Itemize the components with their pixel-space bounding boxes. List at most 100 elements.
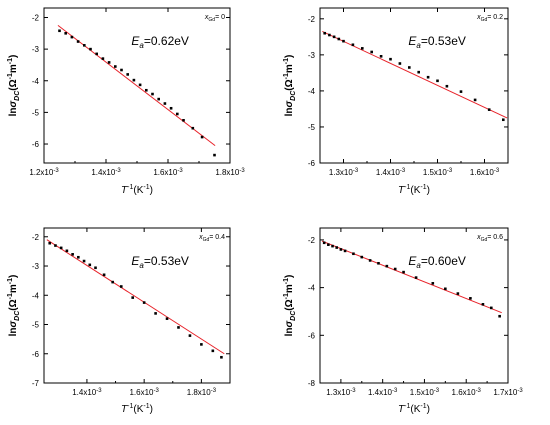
ea-value: =0.53eV — [144, 254, 189, 268]
data-point — [119, 285, 123, 288]
data-point — [213, 153, 216, 157]
xlabel-unit: (K — [133, 185, 143, 196]
data-point — [339, 248, 343, 251]
data-point — [459, 90, 463, 93]
y-tick-label: -6 — [32, 350, 40, 359]
data-point — [188, 334, 192, 337]
activation-energy-label: Ea=0.53eV — [131, 254, 189, 270]
x-axis-label: T-1(K-1) — [398, 184, 430, 196]
data-point — [191, 126, 195, 130]
data-point — [211, 349, 215, 353]
y-axis-label: lnσDC(Ω-1m-1) — [7, 275, 21, 337]
y-tick-label: -2 — [308, 15, 316, 24]
xlabel-sup: -1 — [127, 184, 133, 191]
xlabel-unit: (K — [410, 185, 420, 196]
panel-xgd-0.6: 1.3x10-3 1.4x10-3 1.5x10-3 1.6x10-3 1.7x10-3… — [283, 227, 523, 415]
ylabel-ln: ln — [8, 327, 19, 336]
xlabel-unit: (K — [133, 404, 143, 415]
x-tick-label: 1.5x10-3 — [423, 168, 453, 177]
ea-sub: a — [139, 261, 144, 270]
ea-value: =0.62eV — [144, 34, 189, 48]
y-axis-label: lnσDC(Ω-1m-1) — [283, 275, 297, 337]
xlabel-main: T — [121, 185, 128, 196]
data-point — [163, 102, 167, 105]
ylabel-ln: ln — [284, 107, 295, 116]
ylabel-ln: ln — [284, 327, 295, 336]
data-point — [131, 296, 135, 299]
data-point — [342, 39, 345, 43]
ylabel-close: ) — [8, 275, 19, 278]
data-point — [332, 35, 336, 39]
xlabel-unit: (K — [410, 404, 420, 415]
composition-x: x — [476, 234, 481, 241]
data-point — [444, 287, 447, 291]
data-point — [456, 292, 460, 295]
x-axis-label: T-1(K-1) — [398, 403, 430, 415]
xlabel-sup: -1 — [404, 403, 410, 410]
x-axis-label: T-1(K-1) — [121, 403, 153, 415]
data-point — [370, 50, 373, 54]
data-point — [417, 70, 420, 74]
data-point — [64, 32, 67, 35]
data-point — [70, 35, 74, 39]
fit-line — [321, 240, 502, 314]
data-point — [469, 297, 472, 300]
ylabel-sigma: σ — [8, 100, 19, 107]
data-point — [436, 79, 439, 83]
ylabel-unit-m: m — [8, 64, 19, 73]
data-point — [154, 312, 157, 315]
fit-line — [46, 239, 225, 355]
composition-sub: Gd — [481, 17, 488, 23]
x-tick-label: 1.7x10-3 — [493, 388, 523, 397]
y-tick-label: -2 — [308, 236, 316, 245]
data-point — [71, 253, 74, 256]
composition-sub: Gd — [203, 237, 210, 243]
y-tick-label: -4 — [32, 77, 40, 86]
data-point — [76, 40, 80, 43]
plot-frame — [319, 7, 509, 164]
data-point — [220, 355, 223, 359]
data-point — [94, 266, 97, 270]
data-point — [368, 259, 372, 262]
composition-label: xGd= 0 — [204, 14, 225, 23]
data-point — [59, 246, 63, 250]
x-tick-label: 1.4x10-3 — [368, 388, 398, 397]
x-tick-label: 1.2x10-3 — [29, 168, 59, 177]
data-point — [389, 57, 392, 61]
x-tick-label: 1.6x10-3 — [452, 388, 482, 397]
data-point — [58, 29, 61, 33]
y-tick-label: -5 — [308, 123, 316, 132]
ylabel-sub: DC — [290, 310, 297, 321]
y-tick-label: -6 — [308, 159, 316, 168]
data-point — [145, 88, 148, 92]
plot-frame — [43, 227, 231, 384]
x-tick-label: 1.6x10-3 — [153, 168, 183, 177]
data-point — [398, 62, 402, 65]
ylabel-close: ) — [8, 55, 19, 58]
y-tick-label: -3 — [32, 45, 40, 54]
data-point — [176, 112, 179, 116]
plot-frame — [319, 227, 509, 384]
activation-energy-label: Ea=0.53eV — [408, 34, 466, 50]
data-point — [323, 31, 326, 35]
ylabel-unit-sup1: -1 — [283, 293, 290, 299]
x-tick-label: 1.6x10-3 — [129, 388, 159, 397]
data-point — [402, 270, 405, 274]
data-point — [335, 246, 339, 249]
x-tick-label: 1.4x10-3 — [91, 168, 121, 177]
ylabel-ln: ln — [8, 107, 19, 116]
data-point — [142, 301, 146, 304]
data-point — [337, 37, 341, 41]
data-point — [331, 244, 334, 248]
y-tick-label: -6 — [308, 331, 316, 340]
y-tick-label: -5 — [32, 321, 40, 330]
data-point — [445, 84, 449, 88]
y-tick-label: -7 — [32, 379, 40, 388]
y-tick-label: -3 — [308, 51, 316, 60]
y-tick-label: -2 — [32, 13, 40, 22]
y-tick-label: -4 — [308, 87, 316, 96]
ylabel-unit-sup2: -1 — [283, 278, 290, 284]
data-point — [83, 44, 86, 47]
composition-label: xGd= 0.2 — [476, 14, 503, 23]
y-axis-label: lnσDC(Ω-1m-1) — [283, 55, 297, 117]
